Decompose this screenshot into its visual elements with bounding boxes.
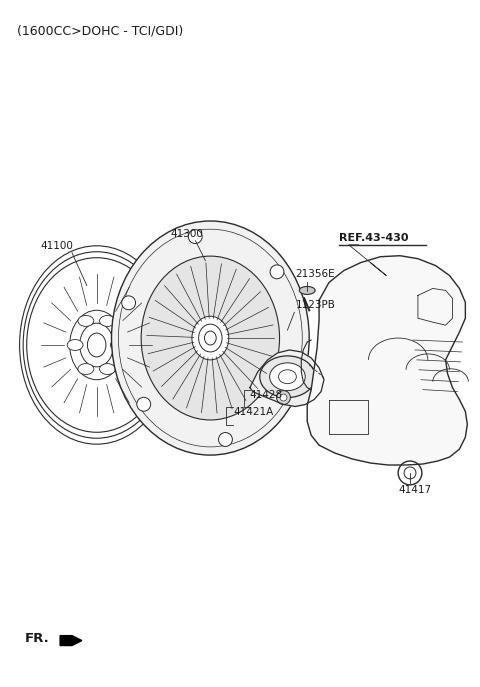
Text: 41417: 41417 [398,485,431,495]
Text: 41300: 41300 [171,229,204,239]
Polygon shape [60,635,82,646]
Ellipse shape [67,339,83,350]
Polygon shape [307,256,468,465]
Ellipse shape [199,324,222,352]
Ellipse shape [204,331,216,345]
Ellipse shape [260,356,315,398]
Ellipse shape [192,316,229,360]
Text: 1123PB: 1123PB [295,300,335,311]
Circle shape [122,296,135,310]
Circle shape [404,467,416,479]
Text: (1600CC>DOHC - TCI/GDI): (1600CC>DOHC - TCI/GDI) [17,25,183,38]
Ellipse shape [270,363,305,391]
Text: REF.43-430: REF.43-430 [339,233,408,243]
Text: 41428: 41428 [250,390,283,400]
Circle shape [276,391,290,405]
Circle shape [398,461,422,485]
Text: 21356E: 21356E [295,269,335,279]
Circle shape [270,265,284,279]
Circle shape [285,366,299,380]
Polygon shape [250,350,324,407]
Ellipse shape [141,256,279,420]
Ellipse shape [78,315,94,326]
Circle shape [188,229,202,244]
Ellipse shape [80,323,114,367]
Text: 41100: 41100 [40,241,73,251]
Ellipse shape [111,221,309,455]
Ellipse shape [99,363,115,374]
Circle shape [137,397,151,412]
Ellipse shape [70,311,124,380]
Circle shape [218,433,232,447]
Ellipse shape [87,333,106,357]
Ellipse shape [300,286,315,295]
Text: 41421A: 41421A [233,407,273,418]
Ellipse shape [278,370,296,383]
Text: FR.: FR. [24,631,49,644]
Ellipse shape [110,339,126,350]
Ellipse shape [78,363,94,374]
Circle shape [280,394,287,401]
Ellipse shape [99,315,115,326]
